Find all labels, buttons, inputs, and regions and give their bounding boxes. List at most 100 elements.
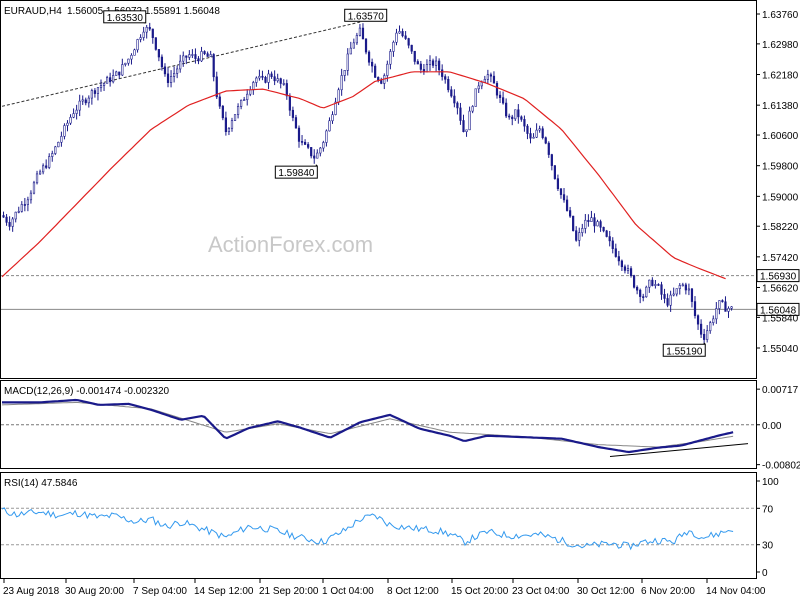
candle-body bbox=[617, 256, 620, 262]
candle-body bbox=[657, 284, 660, 286]
candle-body bbox=[559, 188, 563, 195]
candle-body bbox=[176, 68, 179, 74]
candle-body bbox=[520, 116, 523, 120]
candle-body bbox=[538, 128, 541, 131]
candle-body bbox=[258, 75, 261, 79]
candle-body bbox=[629, 268, 633, 276]
candle-body bbox=[578, 232, 581, 241]
candle-body bbox=[462, 120, 465, 132]
candle-body bbox=[133, 49, 136, 56]
candle-body bbox=[690, 288, 694, 302]
candle-body bbox=[307, 144, 310, 148]
candle-body bbox=[291, 109, 295, 118]
candle-body bbox=[699, 323, 703, 335]
signal-line bbox=[1, 402, 734, 448]
macd-line bbox=[2, 398, 734, 454]
candle-body bbox=[99, 85, 103, 89]
candle-body bbox=[544, 137, 547, 144]
candle-body bbox=[678, 285, 681, 289]
candle-body bbox=[124, 62, 127, 65]
candle-body bbox=[322, 142, 325, 149]
candle-body bbox=[477, 85, 480, 90]
candle-body bbox=[294, 117, 298, 129]
candle-body bbox=[465, 129, 468, 132]
candle-body bbox=[687, 288, 691, 291]
candle-body bbox=[35, 173, 39, 184]
candle-body bbox=[48, 156, 51, 168]
price-annotations: 1.63530 1.63570 1.59840 1.55190 bbox=[103, 8, 706, 357]
candle-body bbox=[584, 219, 587, 229]
candle-body bbox=[14, 211, 17, 220]
watermark: ActionForex.com bbox=[208, 232, 373, 257]
candle-body bbox=[325, 130, 328, 143]
candle-body bbox=[45, 165, 48, 168]
candle-body bbox=[486, 74, 489, 80]
price-guides: 1.56930 1.56048 bbox=[1, 269, 800, 316]
candle-body bbox=[474, 88, 477, 107]
candle-body bbox=[495, 82, 499, 96]
candle-body bbox=[218, 96, 221, 107]
candle-body bbox=[517, 109, 520, 118]
candle-body bbox=[489, 74, 493, 77]
time-tick-label: 1 Oct 04:00 bbox=[322, 586, 374, 597]
candle-body bbox=[188, 54, 191, 58]
candle-body bbox=[532, 136, 535, 139]
price-tick-label: 1.56620 bbox=[762, 283, 799, 294]
candle-body bbox=[675, 288, 678, 295]
candle-body bbox=[102, 83, 106, 86]
candle-body bbox=[364, 38, 368, 53]
candle-body bbox=[663, 294, 666, 299]
price-axis: 1.63760 1.62980 1.62180 1.61380 1.60600 1.598… bbox=[756, 10, 799, 355]
level-box bbox=[756, 302, 800, 316]
candle-body bbox=[26, 199, 29, 205]
candle-body bbox=[206, 53, 209, 57]
time-tick-label: 15 Oct 20:00 bbox=[451, 586, 509, 597]
candle-body bbox=[434, 60, 438, 66]
level-box bbox=[756, 269, 800, 283]
candle-body bbox=[240, 99, 243, 107]
candle-body bbox=[419, 63, 422, 70]
candle-body bbox=[450, 89, 453, 97]
candle-body bbox=[593, 217, 596, 227]
candle-body bbox=[550, 154, 553, 166]
candle-body bbox=[392, 41, 395, 52]
candle-body bbox=[349, 47, 352, 55]
candle-body bbox=[267, 73, 270, 83]
rsi-tick-label: 0 bbox=[762, 568, 768, 579]
rsi-panel-frame bbox=[0, 472, 757, 579]
candle-body bbox=[310, 147, 313, 157]
rsi-tick-label: 30 bbox=[762, 541, 774, 552]
candle-body bbox=[5, 216, 8, 223]
candle-body bbox=[355, 35, 358, 44]
price-candles bbox=[2, 22, 733, 346]
candle-body bbox=[471, 106, 474, 112]
candle-body bbox=[468, 110, 471, 131]
candle-body bbox=[605, 230, 608, 237]
candle-body bbox=[2, 215, 5, 218]
annotation-label: 1.59840 bbox=[278, 168, 315, 179]
time-tick-label: 23 Oct 04:00 bbox=[512, 586, 570, 597]
rsi-plot bbox=[1, 507, 756, 551]
candle-body bbox=[273, 76, 276, 82]
candle-body bbox=[602, 226, 605, 232]
candle-body bbox=[264, 77, 267, 83]
candle-body bbox=[334, 101, 337, 115]
candle-body bbox=[328, 120, 331, 132]
candle-body bbox=[17, 211, 20, 213]
candle-body bbox=[81, 99, 84, 102]
candle-body bbox=[236, 106, 240, 115]
price-tick-label: 1.59800 bbox=[762, 162, 799, 173]
candle-body bbox=[438, 60, 441, 71]
candle-body bbox=[270, 73, 273, 77]
candle-body bbox=[632, 275, 636, 288]
candle-body bbox=[32, 182, 36, 194]
candle-body bbox=[233, 114, 237, 121]
candle-body bbox=[139, 37, 142, 40]
level-label: 1.56930 bbox=[760, 272, 797, 283]
candle-body bbox=[575, 230, 578, 241]
candle-body bbox=[185, 55, 188, 58]
candle-body bbox=[614, 248, 617, 257]
candle-body bbox=[693, 301, 697, 316]
candle-body bbox=[587, 219, 590, 222]
